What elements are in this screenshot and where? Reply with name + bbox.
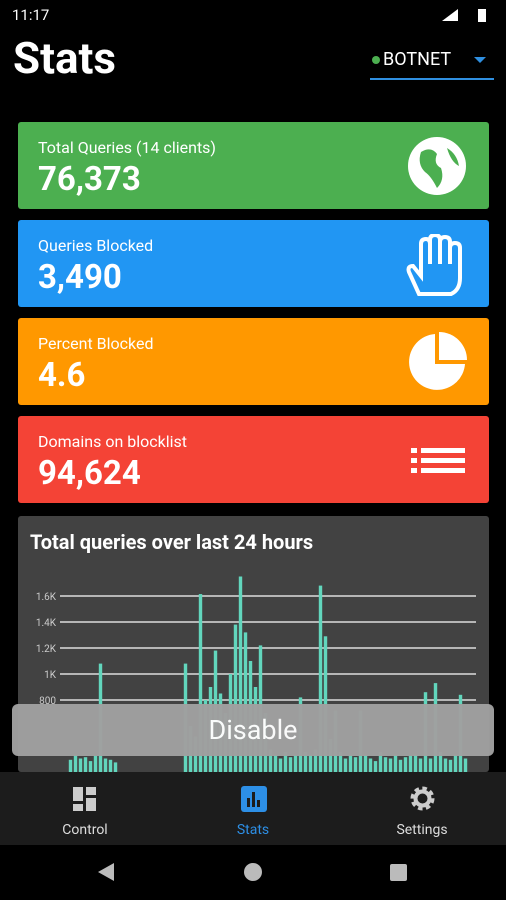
settings-icon[interactable] [409,785,436,812]
bar [113,762,118,772]
status-time: 11:17 [12,6,50,24]
y-tick-label: 800 [39,696,56,707]
bar [83,757,88,772]
percent-card: Percent Blocked 4.6 [18,318,489,405]
page-title: Stats [13,32,117,84]
bar [283,752,288,772]
bar [318,585,323,772]
bar [293,754,298,772]
bar [383,757,388,772]
bar [108,759,113,772]
bar [233,624,238,772]
bar [443,758,448,772]
bar [273,754,278,772]
card-label: Queries Blocked [38,236,154,255]
server-dropdown[interactable]: BOTNET [370,48,494,80]
bar [198,594,203,772]
bar [308,754,313,772]
bar [428,758,433,772]
nav-settings[interactable]: Settings [396,822,448,838]
bar [388,758,393,772]
card-label: Domains on blocklist [38,432,187,451]
bar [338,752,343,772]
list-icon [411,448,465,473]
bar [343,758,348,772]
bar [313,749,318,772]
bar [78,758,83,772]
bar [278,758,283,772]
bar [368,758,373,772]
control-icon[interactable] [72,786,98,812]
pie-icon [409,332,467,390]
bar [463,758,468,772]
bar [448,759,453,772]
nav-control[interactable]: Control [62,822,108,838]
stats-icon[interactable] [241,786,267,812]
globe-icon [408,137,466,195]
bar [453,754,458,772]
status-icons [442,9,486,22]
bar [73,754,78,772]
bar [268,749,273,772]
chart-title: Total queries over last 24 hours [30,530,314,554]
blocklist-card: Domains on blocklist 94,624 [18,416,489,503]
card-label: Total Queries (14 clients) [38,138,216,157]
y-tick-label: 1.2K [36,644,57,655]
card-value: 76,373 [38,160,141,199]
total-card: Total Queries (14 clients) 76,373 [18,122,489,209]
bar [398,759,403,772]
card-label: Percent Blocked [38,334,154,353]
bar [303,752,308,772]
y-tick-label: 1.4K [36,618,57,629]
bar [373,761,378,772]
bar [243,632,248,772]
bar [88,761,93,772]
y-tick-label: 1.6K [36,592,57,603]
y-tick-label: 1K [44,670,57,681]
dropdown-arrow [474,57,486,63]
system-nav [98,863,407,881]
bar [418,758,423,772]
blocked-card: Queries Blocked 3,490 [18,220,489,307]
nav-stats[interactable]: Stats [236,822,270,838]
card-value: 4.6 [38,356,86,395]
bar [103,758,108,772]
bar [403,757,408,772]
status-dot [372,56,380,64]
bar [438,752,443,772]
server-name: BOTNET [383,49,452,70]
card-value: 3,490 [38,258,122,297]
bar [393,754,398,772]
bar [408,755,413,772]
bar [413,754,418,772]
disable-button[interactable]: Disable [12,704,494,756]
card-value: 94,624 [38,454,141,493]
bar [378,752,383,772]
bar [353,757,358,772]
bar [68,759,73,772]
bar [288,757,293,772]
bar [348,754,353,772]
bar [93,755,98,772]
bar [363,754,368,772]
hand-icon [406,234,462,296]
bar [238,576,243,772]
